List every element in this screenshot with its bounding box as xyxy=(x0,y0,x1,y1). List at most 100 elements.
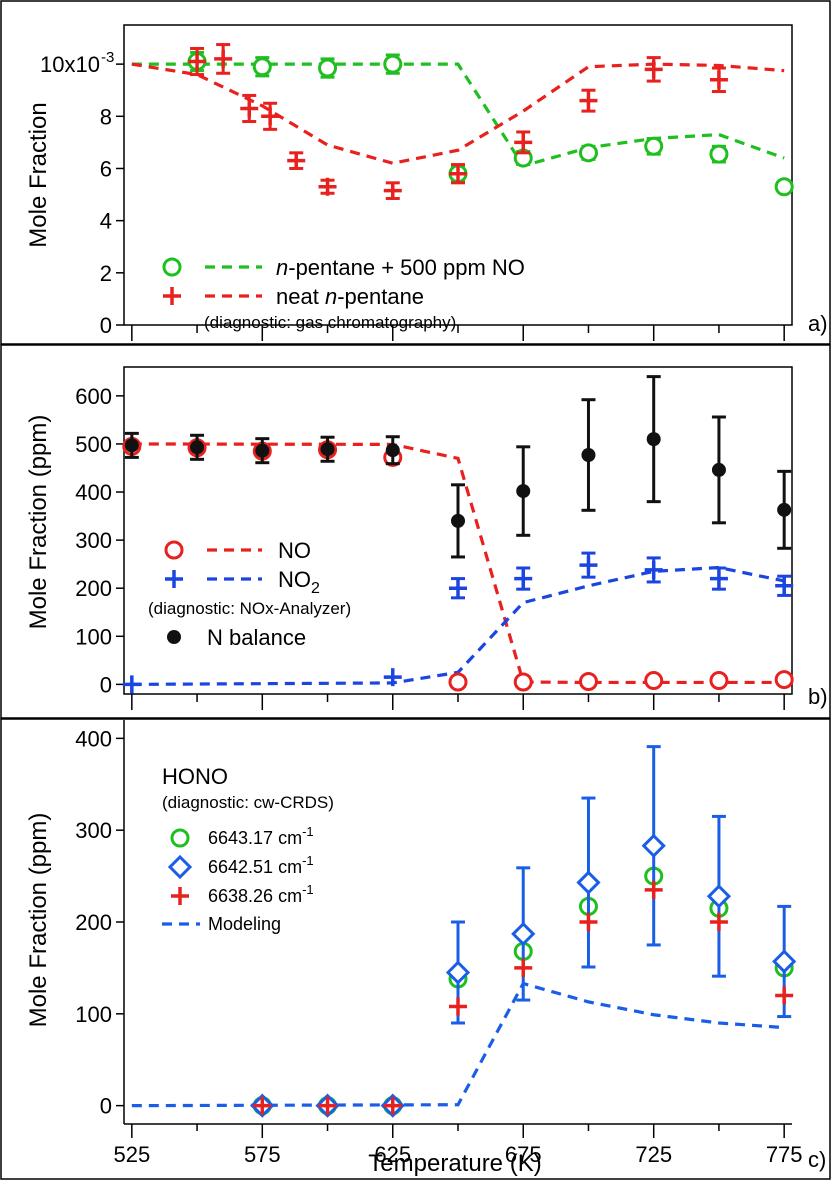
panel-b-n_balance-point xyxy=(777,469,792,550)
legend-c-label: 6638.26 cm-1 xyxy=(208,882,314,906)
panel-c-hono_6642-point xyxy=(576,796,601,969)
panel-c-hono_6638-point xyxy=(383,1096,402,1115)
panel-a-y-tick-label: 8 xyxy=(100,104,112,129)
data-layer xyxy=(122,43,797,1118)
dot-marker xyxy=(451,513,465,528)
legend-main: Modeling xyxy=(208,914,281,934)
dot-marker xyxy=(255,443,270,458)
panel-b-n_balance-point xyxy=(320,435,335,463)
diamond-marker xyxy=(772,949,797,974)
legend-a-label: neat n-pentane xyxy=(276,284,424,309)
dot-marker xyxy=(516,484,531,499)
dot-marker xyxy=(124,438,139,453)
legend-superscript: -1 xyxy=(302,853,314,868)
panel-a-pentane_no-point xyxy=(709,144,729,164)
circle-marker xyxy=(644,136,664,156)
legend-italic: n xyxy=(276,255,288,280)
panel-a-neat_pentane_model-line xyxy=(131,62,785,165)
panel-b-no-point xyxy=(448,672,468,692)
panel-a-y-axis-title: Mole Fraction xyxy=(25,102,52,247)
circle-marker xyxy=(774,177,794,197)
diamond-marker xyxy=(445,960,471,985)
legend-b-n-balance: N balance xyxy=(207,625,306,650)
diamond-marker xyxy=(167,854,193,880)
panel-a-neat_pentane-point xyxy=(261,101,280,131)
panel-c-label: c) xyxy=(808,1147,826,1172)
panel-b-y-axis-title: Mole Fraction (ppm) xyxy=(25,415,52,630)
x-tick-label: 575 xyxy=(244,1142,281,1167)
panel-b-y-tick-label: 500 xyxy=(75,432,112,457)
dot-marker xyxy=(646,432,661,447)
legend-layer: n-pentane + 500 ppm NO neat n-pentane (dia… xyxy=(148,255,525,934)
circle-marker xyxy=(252,57,272,77)
circle-marker xyxy=(162,257,182,277)
panel-b-no-point xyxy=(513,672,533,692)
panel-a-neat_pentane-point xyxy=(449,163,467,185)
panel-b-frame xyxy=(0,344,831,719)
panel-a-neat_pentane-point xyxy=(318,177,337,196)
legend-main: 6638.26 cm xyxy=(208,886,302,906)
panel-c-hono_6642-point xyxy=(445,920,471,1025)
legend-suffix: -pentane xyxy=(337,284,424,309)
legend-main: 6643.17 cm xyxy=(208,828,302,848)
panel-c-hono_6638-point xyxy=(709,913,728,931)
panel-b-no2-point xyxy=(122,675,141,694)
panel-a-pentane_no-point xyxy=(318,57,338,79)
panel-c-y-tick-label: 0 xyxy=(100,1094,112,1119)
circle-marker xyxy=(644,671,664,691)
legend-b-label: NO xyxy=(278,538,311,563)
x-tick-label: 675 xyxy=(505,1142,542,1167)
panel-a-neat_pentane-point xyxy=(709,66,728,94)
panel-c-y-tick-label: 300 xyxy=(75,818,112,843)
panel-a-pentane_no-point xyxy=(578,143,598,163)
legend-main: NO xyxy=(278,538,311,563)
legend-b-label: NO2 xyxy=(278,567,320,597)
panel-b-n_balance-point xyxy=(255,437,270,465)
panel-b-y-tick-label: 0 xyxy=(100,672,112,697)
axes-layer: 0 2 4 6 8 10x10 -3 0 100 200 300 400 500 600 0 100 200 30… xyxy=(40,49,802,1167)
panel-b-y-tick-label: 100 xyxy=(75,624,112,649)
panel-b-n_balance-point xyxy=(646,375,661,504)
panel-b-no2-point xyxy=(579,551,598,579)
circle-marker xyxy=(513,672,533,692)
panel-b-y-tick-label: 300 xyxy=(75,528,112,553)
panel-b-no-point xyxy=(578,671,598,691)
panel-c-hono_6638-point xyxy=(644,880,663,899)
legend-c-label: 6643.17 cm-1 xyxy=(208,824,314,848)
dot-marker xyxy=(385,443,400,458)
panel-b-label: b) xyxy=(808,684,828,709)
panel-b-n_balance-point xyxy=(451,483,465,559)
panel-c-hono_6638-point xyxy=(579,913,598,931)
panel-c-y-tick-label: 400 xyxy=(75,726,112,751)
panel-c-hono_6642-point xyxy=(772,904,797,1019)
dot-marker xyxy=(581,448,596,463)
dot-marker xyxy=(190,440,205,455)
panel-c-y-tick-label: 100 xyxy=(75,1002,112,1027)
panel-b-no2-point xyxy=(709,566,728,591)
panel-a-label: a) xyxy=(808,311,828,336)
dot-marker xyxy=(777,502,792,517)
panel-a-pentane_no-point xyxy=(774,177,794,197)
legend-c-label: 6642.51 cm-1 xyxy=(208,853,314,877)
circle-marker xyxy=(170,828,190,848)
diamond-marker xyxy=(576,870,601,895)
panel-a-y-tick-label: 6 xyxy=(100,156,112,181)
panel-a-pentane_no-point xyxy=(383,53,403,75)
panel-a-pentane_no-point xyxy=(644,136,664,156)
legend-superscript: -1 xyxy=(302,824,314,839)
legend-a-note: (diagnostic: gas chromatography) xyxy=(204,313,456,332)
circle-marker xyxy=(448,672,468,692)
panel-b-n_balance-point xyxy=(190,433,205,461)
legend-suffix: -pentane + 500 ppm NO xyxy=(288,255,525,280)
panel-c-hono_6638-point xyxy=(514,958,533,977)
circle-marker xyxy=(774,670,794,690)
panel-b-no2-point xyxy=(383,668,402,687)
legend-c-title: HONO xyxy=(162,764,228,789)
panel-c-hono_6638-point xyxy=(449,997,467,1016)
legend-b-note: (diagnostic: NOx-Analyzer) xyxy=(148,599,351,618)
panel-c-hono_6638-point xyxy=(318,1096,337,1115)
panel-a-neat_pentane-point xyxy=(287,151,306,170)
panel-c-y-tick-label: 200 xyxy=(75,910,112,935)
panel-a-neat_pentane-point xyxy=(514,130,533,155)
